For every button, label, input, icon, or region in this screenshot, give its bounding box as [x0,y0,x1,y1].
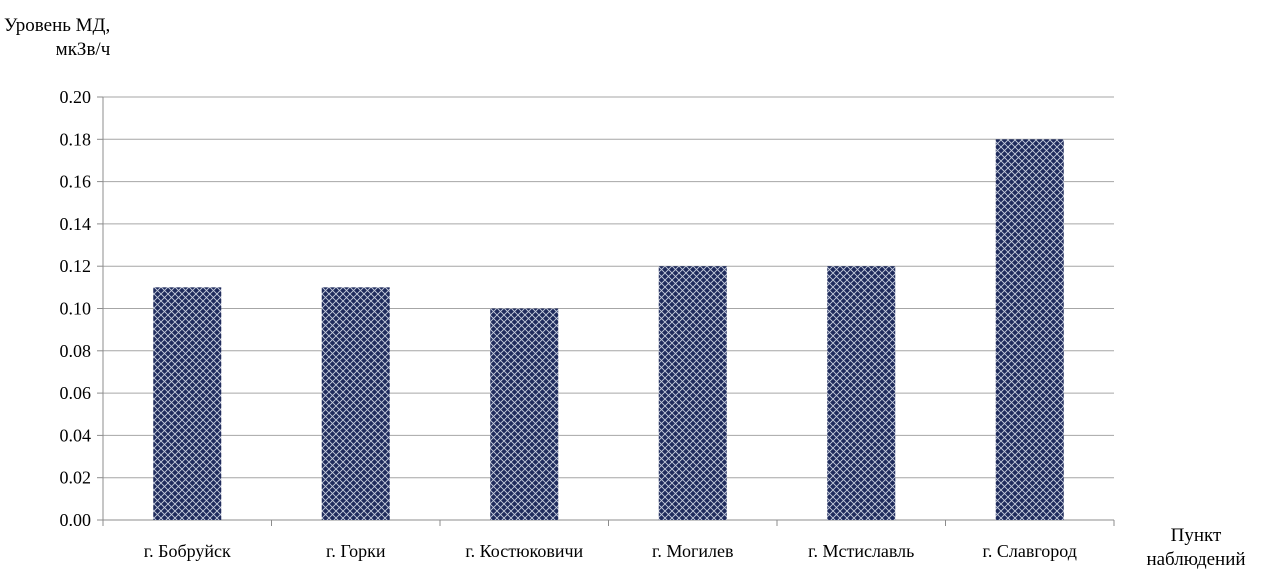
y-axis-title-line-1: Уровень МД, [4,15,111,36]
y-tick-label: 0.10 [60,299,92,319]
bars [153,139,1064,521]
bar [153,287,222,520]
x-axis-title: Пункт наблюдений [1126,524,1266,572]
x-tick-label: г. Славгород [983,541,1077,561]
bar [827,266,896,520]
y-tick-label: 0.06 [60,383,92,403]
y-tick-label: 0.04 [60,425,92,445]
x-axis-title-line-2: наблюдений [1146,549,1246,570]
x-tick-label: г. Горки [326,541,386,561]
y-tick-label: 0.00 [60,510,92,530]
y-axis-ticks: 0.00 0.02 0.04 0.06 0.08 0.10 0.12 0.14 0.16 0.18… [60,87,92,530]
y-axis-title: Уровень МД, мкЗв/ч [4,14,110,62]
x-axis-title-line-1: Пункт [1170,525,1222,546]
y-tick-label: 0.14 [60,214,92,234]
bar [321,287,390,520]
y-tick-label: 0.16 [60,172,92,192]
x-tick-label: г. Мстиславль [808,541,914,561]
x-axis-ticks: г. Бобруйск г. Горки г. Костюковичи г. Моги… [144,541,1077,561]
y-tick-label: 0.12 [60,256,92,276]
bar [490,308,559,520]
x-tick-label: г. Костюковичи [465,541,583,561]
y-tick-label: 0.18 [60,129,92,149]
y-tick-label: 0.02 [60,468,92,488]
y-tick-label: 0.08 [60,341,92,361]
y-axis-title-line-2: мкЗв/ч [55,39,111,60]
y-tick-label: 0.20 [60,87,92,107]
bar [658,266,727,520]
bar [995,139,1064,521]
x-tick-label: г. Могилев [652,541,733,561]
gridlines [97,96,1115,526]
x-tick-label: г. Бобруйск [144,541,231,561]
